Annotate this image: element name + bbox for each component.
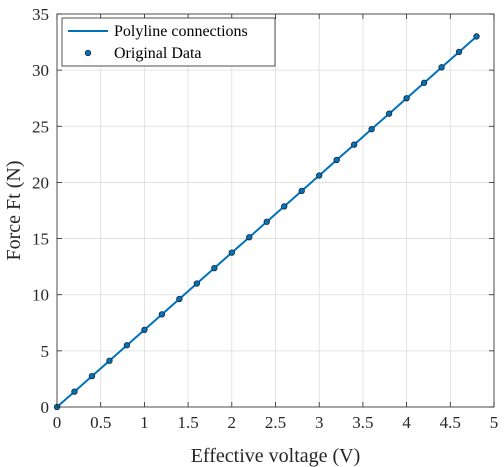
y-axis-label: Force Ft (N) bbox=[3, 161, 25, 261]
x-tick-label: 0.5 bbox=[90, 413, 111, 432]
data-point bbox=[420, 79, 428, 86]
data-point bbox=[71, 388, 78, 395]
x-tick-label: 4.5 bbox=[440, 413, 461, 432]
data-point bbox=[246, 234, 253, 241]
legend-marker-swatch bbox=[84, 49, 92, 57]
data-point bbox=[88, 372, 96, 380]
legend-box bbox=[61, 17, 276, 67]
y-tick-label: 30 bbox=[32, 61, 49, 80]
x-tick-label: 3.5 bbox=[352, 413, 373, 432]
x-axis-label: Effective voltage (V) bbox=[191, 445, 361, 467]
data-point bbox=[455, 48, 463, 56]
data-point bbox=[316, 172, 323, 179]
x-tick-label: 3 bbox=[315, 413, 324, 432]
data-point bbox=[228, 249, 235, 256]
y-tick-label: 10 bbox=[32, 286, 49, 305]
legend: Polyline connections Original Data bbox=[61, 17, 276, 67]
data-point bbox=[106, 357, 113, 364]
x-tick-label: 1.5 bbox=[177, 413, 198, 432]
data-point bbox=[158, 311, 166, 318]
data-point bbox=[176, 295, 183, 303]
series-layer bbox=[53, 33, 480, 411]
legend-label-line: Polyline connections bbox=[114, 23, 248, 40]
x-tick-label: 1 bbox=[140, 413, 149, 432]
data-point bbox=[403, 95, 410, 102]
data-point bbox=[385, 110, 393, 117]
x-tick-label: 0 bbox=[53, 413, 62, 432]
y-tick-label: 0 bbox=[41, 398, 50, 417]
y-tick-label: 25 bbox=[32, 117, 49, 136]
y-tick-label: 20 bbox=[32, 173, 49, 192]
y-tick-label: 35 bbox=[32, 5, 49, 24]
y-tick-label: 15 bbox=[32, 230, 49, 249]
tick-labels: 0 0.5 1 1.5 2 2.5 3 3.5 4 4.5 5 0 5 10 15 20 25 30 35 bbox=[32, 5, 498, 432]
legend-label-markers: Original Data bbox=[114, 45, 202, 62]
data-point bbox=[141, 326, 148, 334]
data-point bbox=[298, 187, 305, 195]
data-point bbox=[281, 203, 288, 210]
data-point bbox=[351, 141, 358, 148]
data-point bbox=[123, 342, 131, 349]
data-point bbox=[473, 33, 480, 40]
y-tick-label: 5 bbox=[41, 342, 50, 361]
data-point bbox=[368, 125, 375, 133]
x-tick-label: 2.5 bbox=[265, 413, 286, 432]
data-point bbox=[333, 156, 340, 164]
data-point bbox=[211, 264, 218, 272]
x-tick-label: 4 bbox=[402, 413, 411, 432]
data-point bbox=[193, 280, 200, 287]
x-tick-label: 5 bbox=[490, 413, 499, 432]
data-point bbox=[263, 218, 270, 225]
data-point bbox=[438, 64, 445, 71]
x-tick-label: 2 bbox=[228, 413, 237, 432]
